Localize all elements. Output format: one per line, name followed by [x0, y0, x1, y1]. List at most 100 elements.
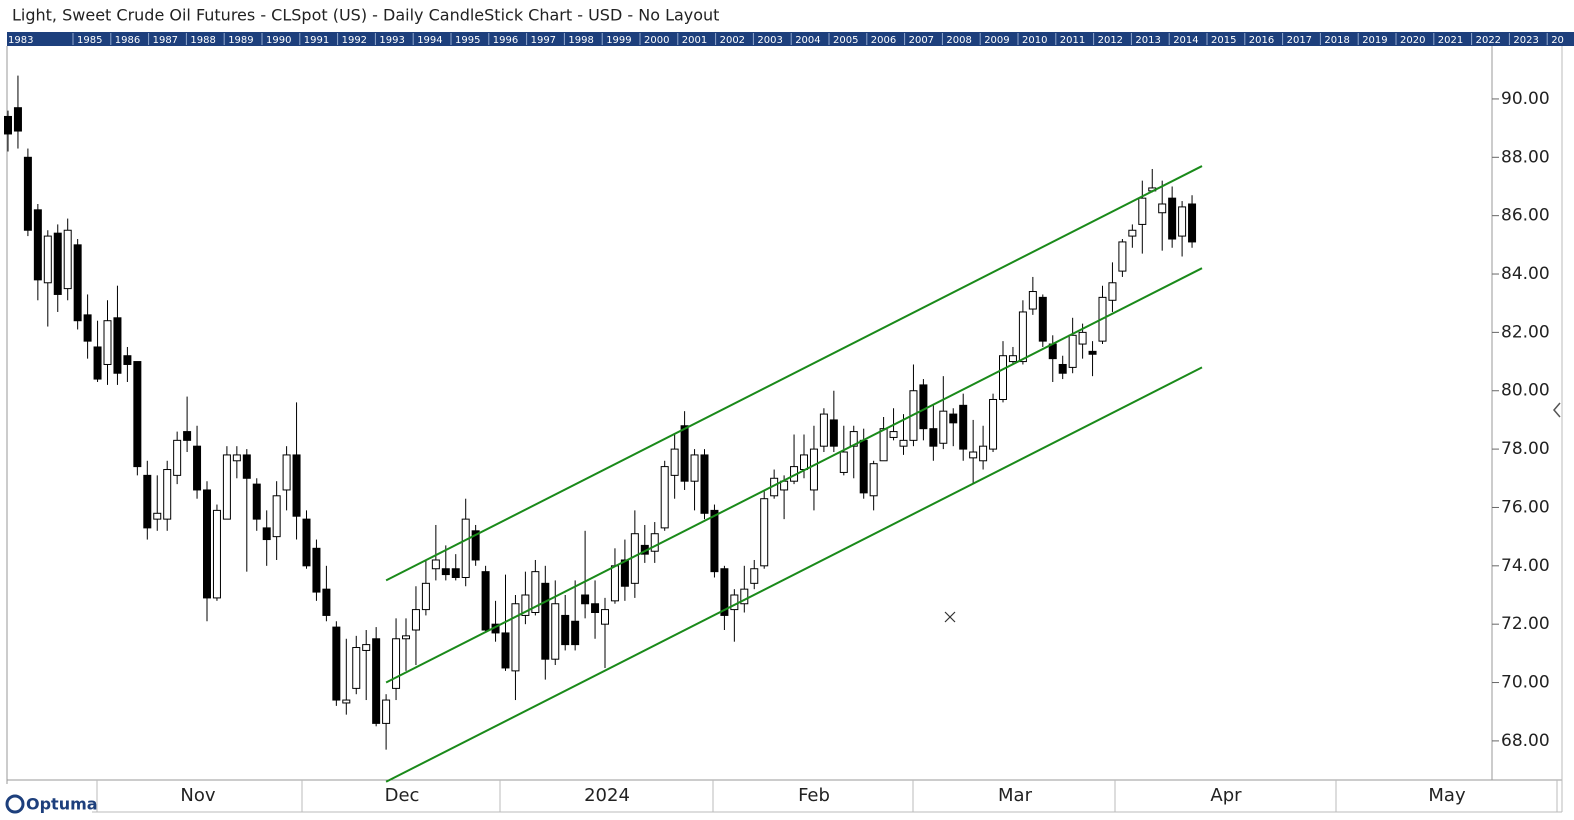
y-tick-label: 68.00 [1501, 731, 1550, 751]
y-tick-label: 90.00 [1501, 89, 1550, 109]
year-label: 2011 [1060, 35, 1085, 46]
candle-body [680, 425, 689, 482]
year-label: 2016 [1249, 35, 1274, 46]
candle-body [322, 588, 331, 616]
candle-body [1128, 229, 1137, 237]
candle-body [511, 603, 520, 672]
year-label: 2002 [720, 35, 745, 46]
candle-body [551, 603, 560, 660]
candle-body [352, 647, 361, 689]
candle-body [889, 431, 898, 438]
year-label: 2009 [984, 35, 1009, 46]
year-label: 1988 [190, 35, 215, 46]
candle-body [849, 431, 858, 447]
year-label: 2003 [757, 35, 782, 46]
x-tick-label: Dec [385, 785, 420, 806]
year-label: 2022 [1476, 35, 1501, 46]
candle-body [232, 454, 241, 462]
candle-body [362, 644, 371, 651]
candle-body [1028, 291, 1037, 310]
candle-body [591, 603, 600, 614]
candle-body [571, 620, 580, 646]
candle-body [123, 355, 132, 365]
candle-body [1068, 334, 1077, 368]
candle-body [13, 107, 22, 132]
candle-body [242, 454, 251, 479]
candle-body [1138, 197, 1147, 225]
x-tick-label: Nov [180, 785, 215, 806]
candle-body [1078, 331, 1087, 345]
candle-body [43, 235, 52, 284]
candle-body [809, 448, 818, 491]
candle-body [710, 509, 719, 573]
year-labels: 1983 1985 1986 1987 1988 1989 1990 1991 1992 1993… [8, 33, 1564, 46]
year-label: 2012 [1098, 35, 1123, 46]
candle-body [63, 229, 72, 290]
candle-body [581, 594, 590, 605]
candle-body [421, 582, 430, 611]
candle-body [650, 533, 659, 552]
candle-body [1158, 203, 1167, 214]
cross-line [944, 611, 956, 623]
candle-body [471, 530, 480, 561]
year-label: 2006 [871, 35, 896, 46]
candle-body [859, 439, 868, 494]
candle-body [183, 431, 192, 441]
y-tick-label: 74.00 [1501, 556, 1550, 576]
year-label: 2005 [833, 35, 858, 46]
x-tick-label: Feb [798, 785, 830, 806]
candle-body [989, 398, 998, 450]
cursor-cross [944, 611, 956, 623]
candle-body [193, 445, 202, 491]
candle-body [83, 314, 92, 342]
trendline [385, 165, 1203, 582]
candle-body [1178, 206, 1187, 237]
candle-body [1088, 350, 1097, 355]
year-label: 1998 [568, 35, 593, 46]
plot-area [4, 75, 1203, 783]
logo-icon [5, 794, 25, 814]
candle-body [541, 582, 550, 660]
candle-body [521, 594, 530, 616]
candle-body [899, 439, 908, 447]
candle-body [949, 413, 958, 424]
candle-body [113, 317, 122, 374]
candle-body [292, 454, 301, 517]
year-label: 1990 [266, 35, 291, 46]
y-tick-label: 84.00 [1501, 264, 1550, 284]
candle-body [601, 609, 609, 625]
candle-body [700, 454, 709, 514]
candle-body [959, 404, 968, 450]
year-label: 2014 [1173, 35, 1198, 46]
candle-body [501, 632, 510, 669]
candle-body [1038, 296, 1047, 342]
candle-body [411, 609, 420, 631]
y-tick-label: 82.00 [1501, 322, 1550, 342]
panel-toggle[interactable] [1553, 402, 1561, 418]
candle-body [402, 635, 410, 640]
y-tick-label: 80.00 [1501, 381, 1550, 401]
candle-body [382, 699, 391, 724]
candle-body [153, 512, 162, 520]
candle-body [143, 474, 152, 529]
candle-body [690, 454, 699, 482]
candle-body [610, 565, 619, 602]
candle-body [282, 454, 291, 491]
candle-body [869, 463, 878, 497]
year-label: 2000 [644, 35, 669, 46]
y-tick-label: 88.00 [1501, 147, 1550, 167]
candle-body [451, 568, 460, 578]
year-label: 1983 [8, 35, 33, 46]
candle-body [392, 638, 401, 689]
year-strip[interactable] [7, 32, 1574, 46]
y-tick-label: 70.00 [1501, 673, 1550, 693]
y-tick-label: 86.00 [1501, 206, 1550, 226]
year-label: 2001 [682, 35, 707, 46]
candle-body [929, 428, 938, 447]
candle-body [73, 244, 82, 322]
year-label: 1991 [304, 35, 329, 46]
candle-body [740, 588, 749, 605]
candle-body [103, 320, 112, 365]
candle-body [829, 419, 838, 447]
trendline [385, 366, 1203, 783]
